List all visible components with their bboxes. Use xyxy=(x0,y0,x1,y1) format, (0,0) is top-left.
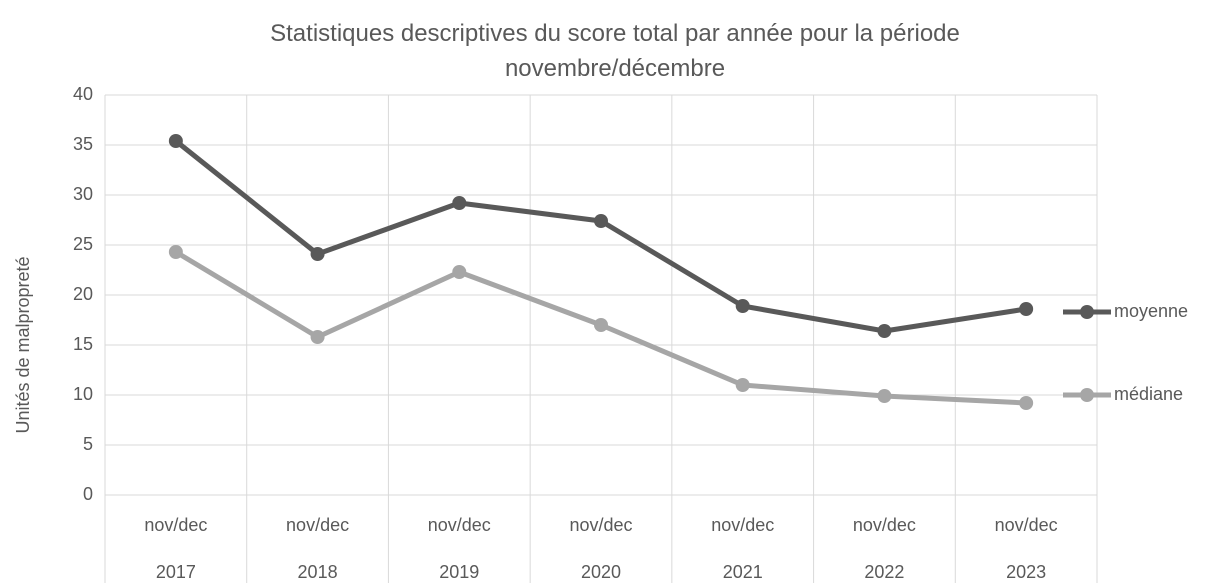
data-point xyxy=(594,214,608,228)
x-tick-label: nov/dec xyxy=(569,515,632,535)
x-tick-label-year: 2018 xyxy=(298,562,338,582)
chart-title: Statistiques descriptives du score total… xyxy=(270,20,960,82)
data-point xyxy=(452,196,467,210)
x-tick-label: nov/dec xyxy=(711,515,774,535)
data-point xyxy=(877,324,892,338)
data-point xyxy=(877,389,892,403)
x-tick-label: nov/dec xyxy=(428,515,491,535)
y-tick-label: 35 xyxy=(73,134,93,154)
y-tick-label: 0 xyxy=(83,484,93,504)
data-point xyxy=(1019,302,1034,316)
x-tick-label-year: 2023 xyxy=(1006,562,1046,582)
data-point xyxy=(1019,396,1034,410)
x-tick-label: nov/dec xyxy=(144,515,207,535)
legend-swatch-dot xyxy=(1080,388,1094,402)
y-tick-label: 15 xyxy=(73,334,93,354)
y-axis-label: Unités de malpropreté xyxy=(13,256,33,433)
data-point xyxy=(168,134,183,148)
x-tick-label-year: 2021 xyxy=(723,562,763,582)
y-tick-label: 30 xyxy=(73,184,93,204)
data-point xyxy=(452,265,467,279)
y-tick-label: 25 xyxy=(73,234,93,254)
legend-swatch-dot xyxy=(1080,305,1094,319)
y-tick-label: 40 xyxy=(73,84,93,104)
x-tick-label-year: 2022 xyxy=(864,562,904,582)
data-point xyxy=(310,330,325,344)
data-point xyxy=(594,318,608,332)
x-tick-label-year: 2017 xyxy=(156,562,196,582)
y-tick-label: 10 xyxy=(73,384,93,404)
legend-label: médiane xyxy=(1114,384,1183,404)
x-tick-label: nov/dec xyxy=(853,515,916,535)
legend-label: moyenne xyxy=(1114,301,1188,321)
x-tick-label-year: 2019 xyxy=(439,562,479,582)
x-tick-label: nov/dec xyxy=(286,515,349,535)
series-line xyxy=(174,139,1027,334)
x-tick-label-year: 2020 xyxy=(581,562,621,582)
data-point xyxy=(168,245,183,259)
y-tick-label: 20 xyxy=(73,284,93,304)
y-tick-label: 5 xyxy=(83,434,93,454)
data-point xyxy=(310,247,325,261)
data-point xyxy=(735,299,750,313)
x-tick-label: nov/dec xyxy=(995,515,1058,535)
data-point xyxy=(735,378,750,392)
